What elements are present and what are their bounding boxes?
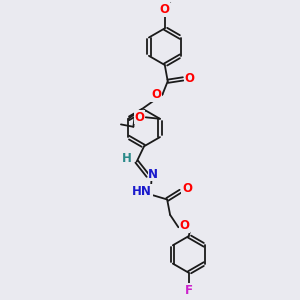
Text: O: O bbox=[182, 182, 192, 195]
Text: N: N bbox=[148, 168, 158, 181]
Text: H: H bbox=[122, 152, 132, 165]
Text: HN: HN bbox=[132, 185, 152, 198]
Text: F: F bbox=[185, 284, 193, 297]
Text: O: O bbox=[151, 88, 161, 101]
Text: O: O bbox=[134, 111, 144, 124]
Text: O: O bbox=[180, 219, 190, 232]
Text: O: O bbox=[184, 72, 195, 86]
Text: O: O bbox=[160, 3, 170, 16]
